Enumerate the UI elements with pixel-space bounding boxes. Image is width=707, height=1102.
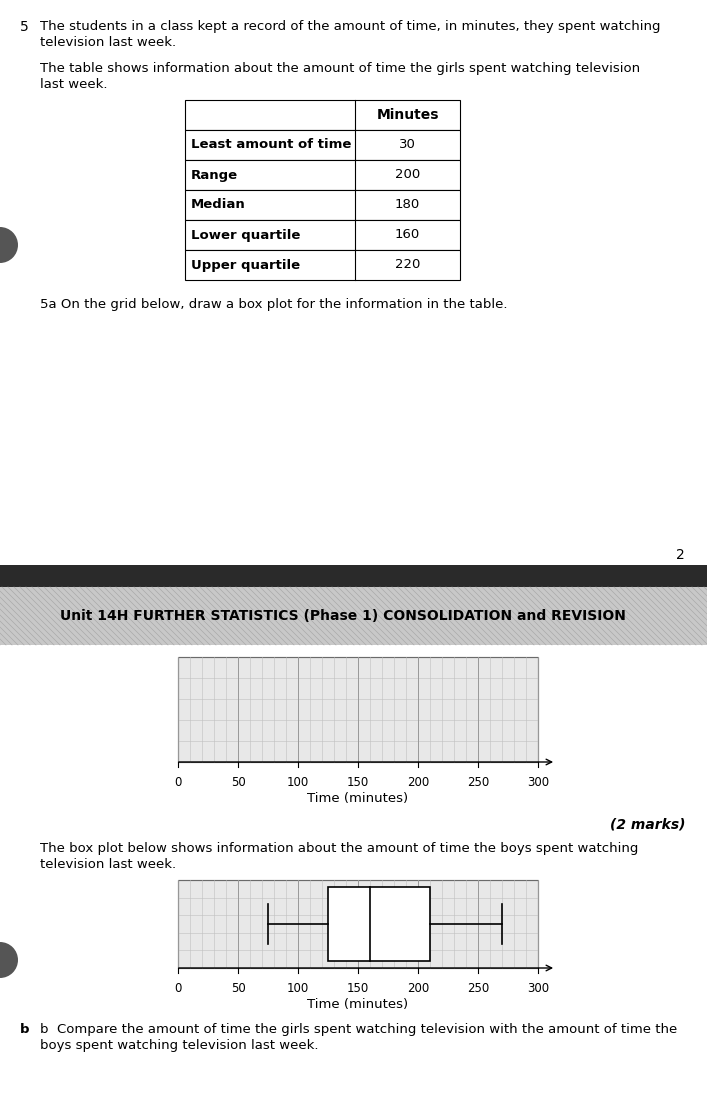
Bar [185,160,460,190]
Text: last week.: last week. [40,78,107,91]
Text: Minutes: Minutes [376,108,439,122]
Text: 150: 150 [347,776,369,789]
Bar [0,587,707,645]
Text: The students in a class kept a record of the amount of time, in minutes, they sp: The students in a class kept a record of… [40,20,660,33]
Text: 300: 300 [527,982,549,995]
Text: 160: 160 [395,228,420,241]
Bar [178,657,538,761]
Text: 200: 200 [407,776,429,789]
Text: television last week.: television last week. [40,36,176,48]
Text: b: b [20,1023,30,1036]
Text: Unit 14H FURTHER STATISTICS (Phase 1) CONSOLIDATION and REVISION: Unit 14H FURTHER STATISTICS (Phase 1) CO… [60,609,626,623]
Text: Range: Range [191,169,238,182]
Text: 5a On the grid below, draw a box plot for the information in the table.: 5a On the grid below, draw a box plot fo… [40,298,508,311]
Text: Upper quartile: Upper quartile [191,259,300,271]
Text: b  Compare the amount of time the girls spent watching television with the amoun: b Compare the amount of time the girls s… [40,1023,677,1036]
Text: 2: 2 [677,548,685,562]
Text: 220: 220 [395,259,420,271]
Bar [185,130,460,160]
Text: 150: 150 [347,982,369,995]
Text: 300: 300 [527,776,549,789]
Text: Median: Median [191,198,246,212]
Text: (2 marks): (2 marks) [609,817,685,831]
Text: Least amount of time: Least amount of time [191,139,351,151]
Text: 200: 200 [407,982,429,995]
Text: Lower quartile: Lower quartile [191,228,300,241]
Text: 5: 5 [20,20,29,34]
Text: 50: 50 [230,776,245,789]
Text: 100: 100 [287,776,309,789]
Text: 200: 200 [395,169,420,182]
Text: 0: 0 [175,776,182,789]
Text: 50: 50 [230,982,245,995]
Bar [185,190,460,220]
Text: 100: 100 [287,982,309,995]
Bar [178,880,538,968]
Text: Time (minutes): Time (minutes) [308,792,409,804]
Wedge shape [0,942,18,977]
Bar [185,250,460,280]
Bar [185,220,460,250]
Text: 180: 180 [395,198,420,212]
Text: The table shows information about the amount of time the girls spent watching te: The table shows information about the am… [40,62,640,75]
Text: 250: 250 [467,982,489,995]
Bar [0,565,707,587]
Bar [328,887,430,961]
Text: The box plot below shows information about the amount of time the boys spent wat: The box plot below shows information abo… [40,842,638,855]
Bar [185,100,460,130]
Text: 250: 250 [467,776,489,789]
Text: 30: 30 [399,139,416,151]
Wedge shape [0,227,18,263]
Text: television last week.: television last week. [40,858,176,871]
Text: 0: 0 [175,982,182,995]
Text: Time (minutes): Time (minutes) [308,998,409,1011]
Text: boys spent watching television last week.: boys spent watching television last week… [40,1039,318,1052]
